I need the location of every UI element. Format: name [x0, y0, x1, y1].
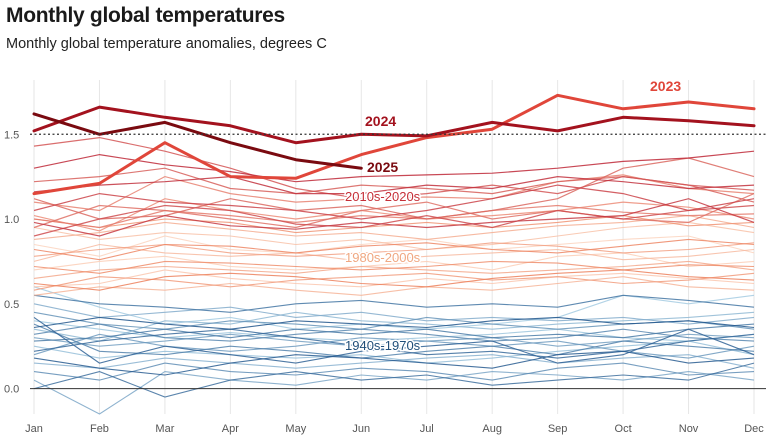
series-line-group-1940s-1970s-15 [33, 362, 755, 398]
x-tick-sep: Sep [548, 423, 568, 435]
grid-lines [33, 80, 755, 414]
annotation-2024: 2024 [365, 113, 396, 129]
series-line-group-2010s-2020s-9 [33, 198, 755, 237]
series-line-group-2010s-2020s-10 [33, 175, 755, 195]
x-tick-nov: Nov [679, 423, 699, 435]
series-line-group-2010s-2020s-4 [33, 157, 755, 220]
y-tick-1.0: 1.0 [4, 214, 19, 226]
series-line-2025 [32, 112, 363, 170]
series-line-group-1940s-1970s-8 [33, 333, 755, 359]
series-line-group-1940s-1970s-0 [33, 286, 755, 330]
series-line-group-1980s-2000s-11 [33, 260, 755, 274]
y-tick-labels: 0.0 0.5 1.0 1.5 [4, 129, 19, 395]
x-tick-mar: Mar [155, 423, 174, 435]
series-line-group-1940s-1970s-12 [33, 323, 755, 359]
x-tick-apr: Apr [222, 423, 239, 435]
annotation-2025: 2025 [367, 159, 398, 175]
highlighted-year-lines [32, 93, 756, 196]
group-label-1940s-1970s: 1940s-1970s [345, 338, 421, 353]
annotation-2023: 2023 [650, 78, 681, 94]
series-line-group-1940s-1970s-19 [33, 316, 755, 330]
series-line-group-1940s-1970s-17 [33, 316, 755, 364]
series-line-group-1940s-1970s-16 [33, 328, 755, 359]
x-tick-oct: Oct [615, 423, 632, 435]
series-line-group-1980s-2000s-10 [33, 215, 755, 234]
chart-title: Monthly global temperatures [6, 4, 285, 27]
series-line-group-1980s-2000s-9 [33, 272, 755, 291]
x-tick-aug: Aug [482, 423, 502, 435]
series-line-group-1940s-1970s-5 [33, 303, 755, 325]
group-label-1980s-2000s: 1980s-2000s [345, 250, 421, 265]
series-line-group-1940s-1970s-18 [33, 350, 755, 376]
x-tick-may: May [285, 423, 306, 435]
x-tick-jun: Jun [352, 423, 370, 435]
x-tick-jan: Jan [25, 423, 43, 435]
y-tick-0.5: 0.5 [4, 299, 19, 311]
group-labels: 2010s-2020s 1980s-2000s 1940s-1970s [344, 188, 423, 355]
series-line-group-1940s-1970s-4 [33, 354, 755, 369]
series-line-group-1980s-2000s-0 [33, 235, 755, 257]
series-line-group-2010s-2020s-7 [33, 204, 755, 237]
series-line-2023 [32, 93, 756, 196]
series-line-group-1980s-2000s-4 [33, 243, 755, 262]
year-annotations: 2023 2024 2025 [364, 77, 683, 177]
series-line-group-1940s-1970s-13 [33, 323, 755, 342]
group-label-2010s-2020s: 2010s-2020s [345, 189, 421, 204]
series-line-group-2010s-2020s-3 [33, 193, 755, 229]
x-tick-labels: Jan Feb Mar Apr May Jun Jul Aug Sep Oct Nov Dec [25, 423, 764, 435]
series-line-group-1980s-2000s-5 [33, 276, 755, 296]
series-line-group-1980s-2000s-1 [33, 252, 755, 271]
series-line-group-2010s-2020s-11 [33, 150, 755, 183]
x-tick-feb: Feb [90, 423, 109, 435]
series-line-group-1940s-1970s-3 [33, 311, 755, 342]
x-tick-jul: Jul [420, 423, 434, 435]
reference-lines [30, 133, 766, 390]
series-line-group-1940s-1970s-14 [33, 294, 755, 313]
series-line-group-1980s-2000s-6 [33, 215, 755, 240]
chart-subtitle: Monthly global temperature anomalies, de… [6, 36, 327, 52]
y-tick-0.0: 0.0 [4, 384, 19, 396]
background-year-lines [33, 136, 755, 415]
series-line-group-2010s-2020s-8 [33, 184, 755, 220]
series-line-group-1940s-1970s-10 [33, 362, 755, 381]
series-line-group-1980s-2000s-13 [33, 269, 755, 291]
series-line-group-1940s-1970s-2 [33, 340, 755, 364]
series-line-group-1980s-2000s-8 [33, 242, 755, 257]
series-line-2024 [32, 105, 756, 145]
x-tick-dec: Dec [744, 423, 764, 435]
series-line-group-1980s-2000s-12 [33, 238, 755, 261]
series-line-group-1980s-2000s-2 [33, 269, 755, 288]
y-tick-1.5: 1.5 [4, 129, 19, 141]
series-line-group-1940s-1970s-7 [33, 333, 755, 347]
